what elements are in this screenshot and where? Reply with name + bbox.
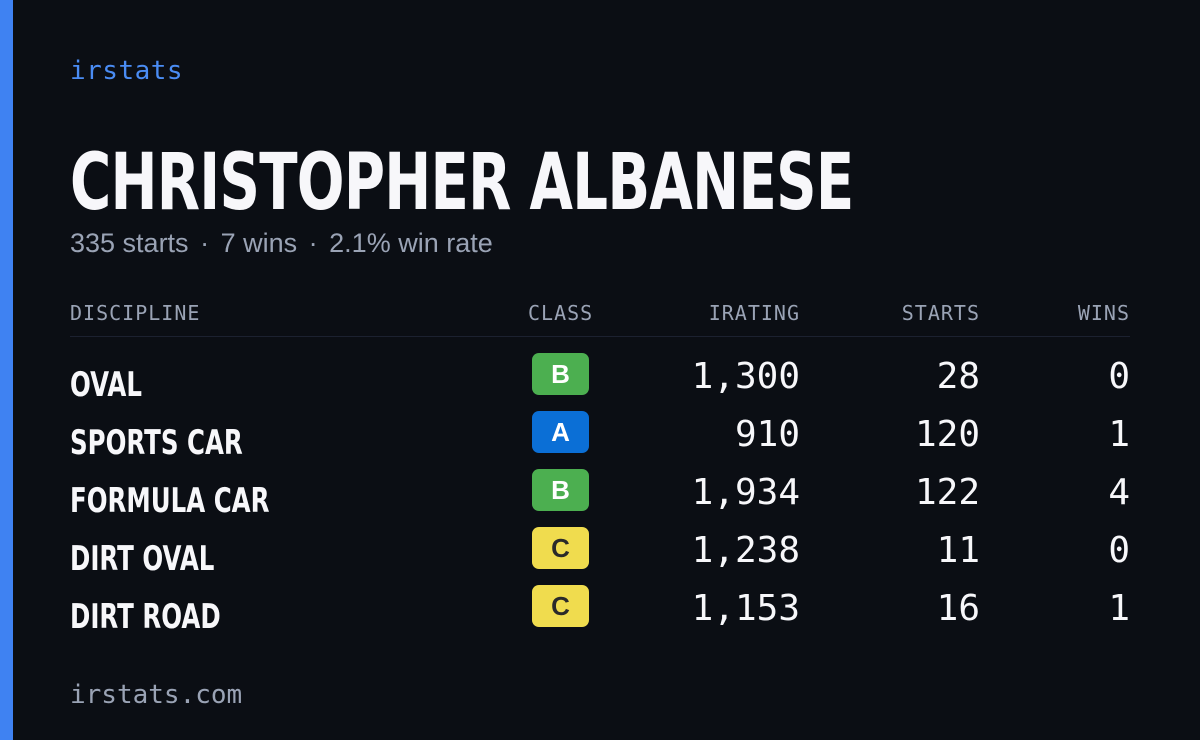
header-class: CLASS — [528, 301, 594, 325]
starts-summary: 335 starts — [70, 228, 189, 258]
wins-value: 1 — [1108, 588, 1130, 629]
player-name: CHRISTOPHER ALBANESE — [70, 138, 854, 228]
wins-value: 0 — [1108, 356, 1130, 397]
discipline-label: SPORTS CAR — [70, 423, 243, 463]
starts-value: 11 — [936, 530, 980, 571]
discipline-label: FORMULA CAR — [70, 481, 270, 521]
discipline-label: DIRT OVAL — [70, 539, 215, 579]
class-badge: C — [532, 527, 589, 569]
table-header: DISCIPLINE CLASS IRATING STARTS WINS — [70, 296, 1130, 337]
win-rate-summary: 2.1% win rate — [329, 228, 493, 258]
header-wins: WINS — [1077, 301, 1130, 325]
class-badge: C — [532, 585, 589, 627]
accent-bar — [0, 0, 13, 740]
header-starts: STARTS — [901, 301, 980, 325]
table-row: DIRT ROAD C 1,153 16 1 — [70, 585, 1130, 643]
discipline-label: OVAL — [70, 365, 142, 405]
table-row: DIRT OVAL C 1,238 11 0 — [70, 527, 1130, 585]
discipline-label: DIRT ROAD — [70, 597, 221, 637]
starts-value: 120 — [914, 414, 980, 455]
table-row: SPORTS CAR A 910 120 1 — [70, 411, 1130, 469]
wins-value: 4 — [1108, 472, 1130, 513]
class-badge: A — [532, 411, 589, 453]
wins-value: 1 — [1108, 414, 1130, 455]
table-row: FORMULA CAR B 1,934 122 4 — [70, 469, 1130, 527]
table-body: OVAL B 1,300 28 0 SPORTS CAR A 910 120 1… — [70, 353, 1130, 643]
class-badge: B — [532, 353, 589, 395]
class-badge: B — [532, 469, 589, 511]
footer-url[interactable]: irstats.com — [70, 680, 243, 710]
irating-value: 1,934 — [691, 472, 800, 513]
starts-value: 16 — [936, 588, 980, 629]
header-discipline: DISCIPLINE — [70, 301, 201, 325]
wins-summary: 7 wins — [220, 228, 298, 258]
irating-value: 1,238 — [691, 530, 800, 571]
table-row: OVAL B 1,300 28 0 — [70, 353, 1130, 411]
summary-separator: · — [308, 228, 318, 258]
starts-value: 122 — [914, 472, 980, 513]
irating-value: 910 — [734, 414, 800, 455]
irating-value: 1,300 — [691, 356, 800, 397]
player-summary: 335 starts · 7 wins · 2.1% win rate — [70, 228, 493, 259]
wins-value: 0 — [1108, 530, 1130, 571]
irating-value: 1,153 — [691, 588, 800, 629]
summary-separator: · — [200, 228, 210, 258]
header-irating: IRATING — [708, 301, 800, 325]
brand-logo[interactable]: irstats — [70, 56, 184, 86]
license-table: DISCIPLINE CLASS IRATING STARTS WINS OVA… — [70, 296, 1130, 643]
starts-value: 28 — [936, 356, 980, 397]
